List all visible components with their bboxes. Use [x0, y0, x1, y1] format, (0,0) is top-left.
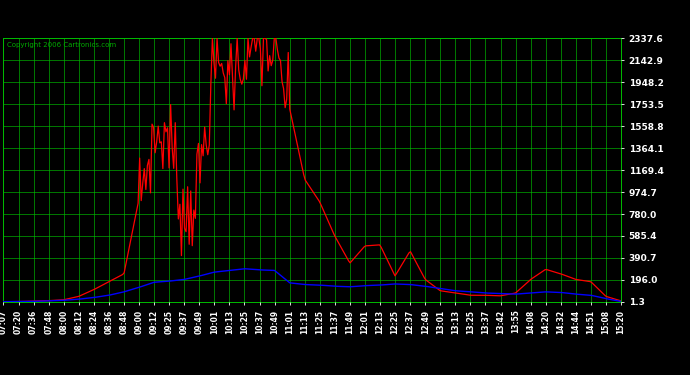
Text: Total PV Power (red) (watts) & Solar Radiation (blue) (W/m2) Mon Nov 27 15:33: Total PV Power (red) (watts) & Solar Rad…: [46, 11, 644, 24]
Text: Copyright 2006 Cartronics.com: Copyright 2006 Cartronics.com: [6, 42, 116, 48]
